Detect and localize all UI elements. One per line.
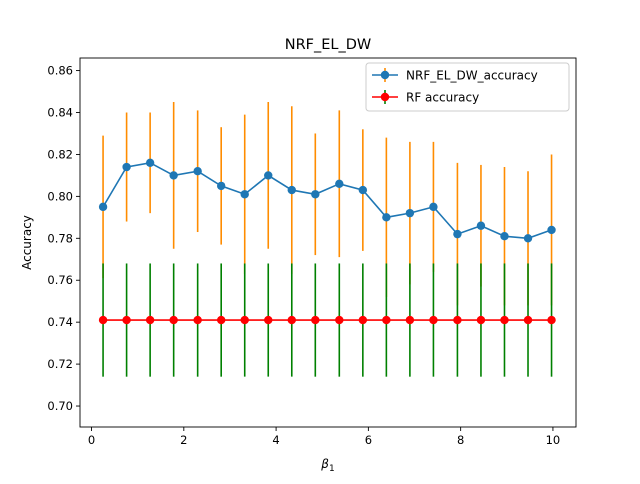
- rf-data-point: [335, 315, 344, 325]
- y-tick-label: 0.78: [47, 231, 73, 245]
- nrf-data-point: [500, 232, 509, 241]
- nrf-data-point: [453, 229, 462, 239]
- x-axis-label-subscript: 1: [329, 464, 335, 474]
- y-tick-label: 0.86: [47, 64, 73, 78]
- y-axis-label: Accuracy: [20, 215, 34, 270]
- rf-data-point: [429, 315, 438, 325]
- x-tick-label: 0: [88, 433, 95, 447]
- rf-data-point: [358, 315, 368, 325]
- rf-data-point: [145, 315, 155, 325]
- y-tick-label: 0.72: [47, 357, 73, 371]
- nrf-data-point: [169, 171, 178, 180]
- rf-data-point: [453, 315, 462, 325]
- legend-rf-label: RF accuracy: [406, 91, 479, 105]
- nrf-data-point: [547, 225, 556, 235]
- rf-data-point: [500, 315, 509, 325]
- nrf-data-point: [122, 162, 131, 172]
- y-tick-label: 0.84: [47, 106, 73, 120]
- rf-data-point: [193, 315, 202, 325]
- rf-data-point: [122, 315, 131, 325]
- y-tick-label: 0.82: [47, 147, 73, 161]
- rf-data-point: [169, 315, 178, 325]
- axes: 0 2 4 6 8 10 0.70 0.72 0.74 0.76 0.78 0.80 0.82 0.84 0…: [47, 64, 560, 447]
- x-axis-label: β1: [320, 457, 334, 474]
- x-axis-label-symbol: β: [320, 457, 329, 471]
- rf-data-point: [523, 315, 533, 325]
- legend: NRF_EL_DW_accuracy RF accuracy: [365, 62, 570, 112]
- rf-data-point: [264, 315, 273, 325]
- legend-rf-marker-swatch: [380, 92, 390, 102]
- nrf-data-point: [287, 185, 296, 195]
- rf-data-point: [216, 315, 226, 325]
- rf-data-point: [98, 315, 108, 325]
- y-tick-label: 0.74: [47, 315, 73, 329]
- nrf-data-point: [193, 167, 202, 176]
- rf-data-point: [547, 315, 556, 325]
- rf-data-point: [405, 315, 415, 325]
- x-tick-label: 8: [457, 433, 464, 447]
- rf-data-point: [287, 315, 296, 325]
- y-tick-label: 0.76: [47, 273, 73, 287]
- nrf-data-point: [264, 171, 273, 180]
- x-tick-label: 2: [180, 433, 187, 447]
- nrf-data-point: [145, 158, 155, 168]
- rf-data-point: [311, 315, 320, 325]
- x-tick-label: 10: [546, 433, 561, 447]
- legend-nrf-label: NRF_EL_DW_accuracy: [406, 69, 538, 83]
- rf-data-point: [476, 315, 486, 325]
- legend-nrf-marker-swatch: [380, 70, 390, 80]
- nrf-data-point: [311, 190, 320, 199]
- nrf-data-point: [405, 208, 415, 218]
- nrf-data-point: [382, 213, 391, 222]
- nrf-data-point: [98, 202, 108, 212]
- rf-data-point: [382, 315, 391, 325]
- nrf-data-point: [429, 202, 438, 212]
- legend-box: [365, 62, 570, 112]
- x-tick-label: 6: [365, 433, 372, 447]
- nrf-data-point: [216, 181, 226, 191]
- nrf-data-point: [335, 179, 344, 188]
- plot-area: [98, 102, 556, 377]
- chart-title: NRF_EL_DW: [285, 37, 372, 53]
- axes-frame: [79, 57, 577, 428]
- nrf-data-point: [240, 190, 249, 199]
- nrf-data-point: [358, 185, 368, 195]
- x-tick-label: 4: [272, 433, 279, 447]
- y-tick-label: 0.70: [47, 399, 73, 413]
- rf-data-point: [240, 315, 249, 325]
- y-tick-label: 0.80: [47, 189, 73, 203]
- nrf-data-point: [476, 221, 486, 230]
- nrf-data-point: [523, 234, 533, 243]
